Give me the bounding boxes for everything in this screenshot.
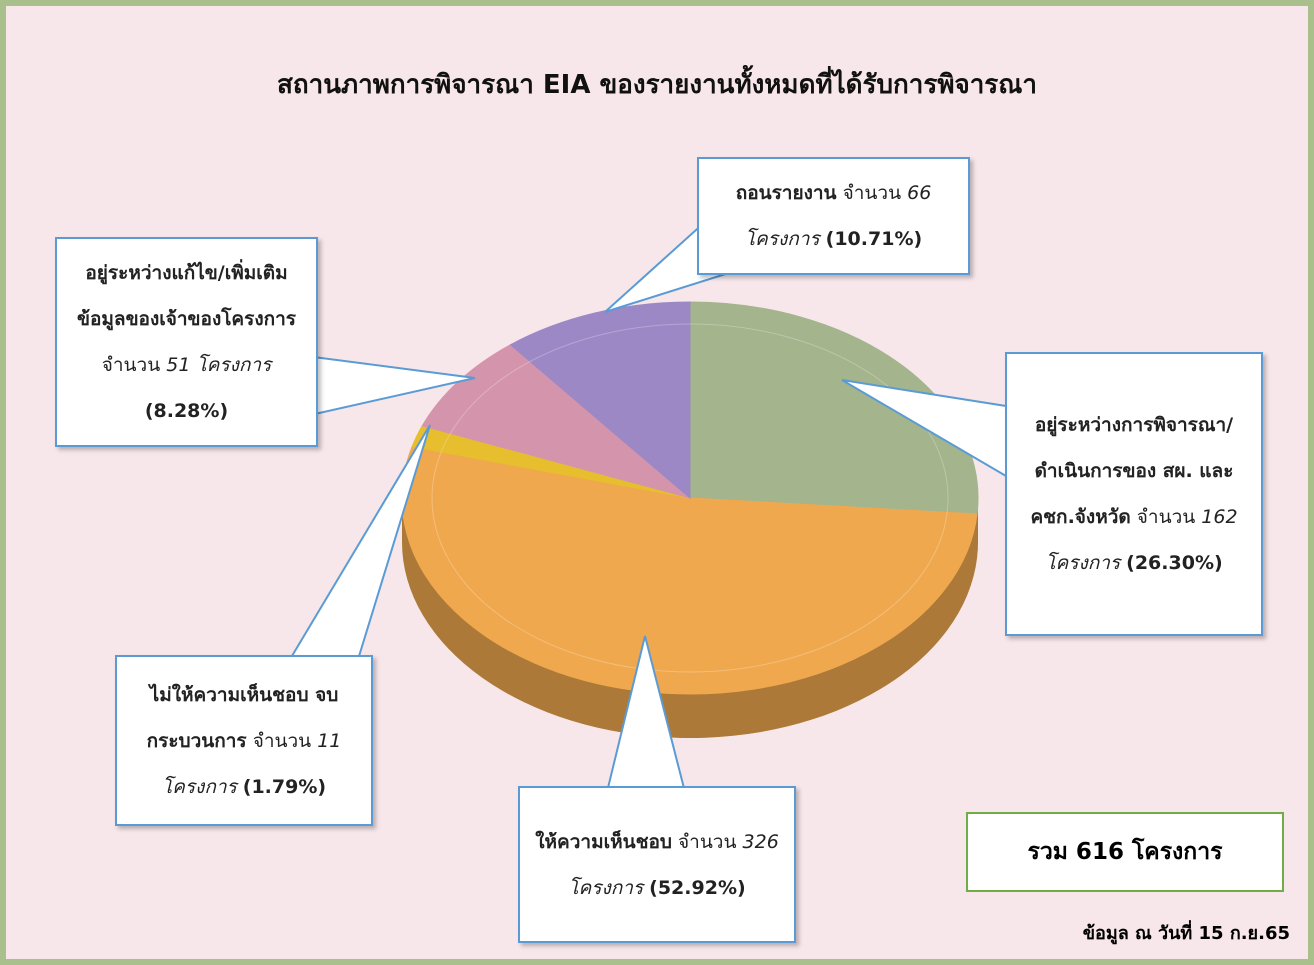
callout: ให้ความเห็นชอบ จำนวน 326 โครงการ (52.92%… — [518, 786, 796, 943]
total-label: รวม 616 โครงการ — [966, 812, 1284, 892]
callout-text: ถอนรายงาน จำนวน 66 โครงการ (10.71%) — [713, 170, 954, 262]
slice — [509, 301, 691, 500]
count-prefix: จำนวน — [252, 729, 312, 752]
category-label: อยู่ระหว่างแก้ไข/เพิ่มเติมข้อมูลของเจ้าข… — [77, 262, 296, 330]
percent-label: (26.30%) — [1126, 552, 1223, 574]
callout-text: อยู่ระหว่างการพิจารณา/ดำเนินการของ สผ. แ… — [1021, 402, 1247, 586]
value-label: 11 โครงการ — [161, 729, 342, 798]
value-label: 162 โครงการ — [1045, 506, 1238, 574]
percent-label: (10.71%) — [825, 228, 923, 250]
note: ข้อมูล ณ วันที่ 15 ก.ย.65 — [1082, 923, 1290, 944]
callout-text: อยู่ระหว่างแก้ไข/เพิ่มเติมข้อมูลของเจ้าข… — [71, 250, 302, 434]
category-label: ถอนรายงาน — [735, 182, 837, 204]
callout: ไม่ให้ความเห็นชอบ จบกระบวนการ จำนวน 11 โ… — [115, 655, 373, 826]
callout: ถอนรายงาน จำนวน 66 โครงการ (10.71%) — [697, 157, 970, 275]
pie-highlight — [431, 323, 949, 673]
count-prefix: จำนวน — [1136, 506, 1196, 528]
count-prefix: จำนวน — [842, 182, 902, 204]
callout-text: ไม่ให้ความเห็นชอบ จบกระบวนการ จำนวน 11 โ… — [131, 672, 357, 810]
category-label: ให้ความเห็นชอบ — [535, 830, 672, 853]
percent-label: (1.79%) — [242, 775, 327, 798]
percent-label: (8.28%) — [144, 400, 229, 422]
callout: อยู่ระหว่างแก้ไข/เพิ่มเติมข้อมูลของเจ้าข… — [55, 237, 318, 447]
category-label: อยู่ระหว่างการพิจารณา/ดำเนินการของ สผ. แ… — [1030, 414, 1234, 528]
callout: อยู่ระหว่างการพิจารณา/ดำเนินการของ สผ. แ… — [1005, 352, 1263, 636]
count-prefix: จำนวน — [101, 354, 161, 376]
value-label: 326 โครงการ — [568, 830, 779, 899]
value-label: 66 โครงการ — [744, 182, 932, 250]
chart-title: สถานภาพการพิจารณา EIA ของรายงานทั้งหมดที… — [277, 70, 1037, 100]
slice — [689, 301, 979, 515]
percent-label: (52.92%) — [649, 876, 746, 899]
category-label: ไม่ให้ความเห็นชอบ จบกระบวนการ — [146, 683, 339, 752]
count-prefix: จำนวน — [678, 830, 737, 853]
pie — [284, 219, 1007, 797]
value-label: 51 โครงการ — [166, 354, 272, 376]
callout-text: ให้ความเห็นชอบ จำนวน 326 โครงการ (52.92%… — [534, 819, 780, 911]
slice-side-shade — [402, 498, 978, 738]
slice-side — [402, 498, 978, 738]
